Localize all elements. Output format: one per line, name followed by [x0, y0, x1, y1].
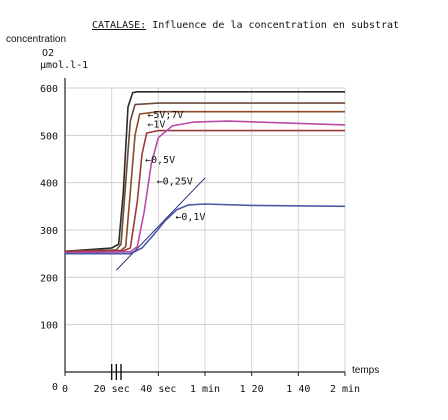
y-tick-label: 100 — [40, 321, 58, 332]
x-tick-label: 1 min — [190, 384, 220, 395]
svg-text:CATALASE: Influence de la conc: CATALASE: Influence de la concentration … — [92, 20, 399, 31]
series-line-3 — [64, 129, 345, 253]
series-line-4 — [64, 120, 346, 254]
x-axis-label: temps — [352, 365, 379, 376]
series-line-5 — [65, 203, 346, 255]
series-annotations: ←5V;7V←1V ←0,5V ←0,25V ←0,1V — [145, 110, 205, 223]
series-label-5: ←0,1V — [175, 212, 205, 223]
axes — [64, 78, 346, 380]
series-line-1 — [64, 102, 345, 253]
series-label-3: ←0,5V — [145, 155, 175, 166]
series-label-4: ←0,25V — [157, 176, 193, 187]
y-tick-label: 0 — [52, 382, 58, 393]
chart-title-rest: Influence de la concentration en substra… — [146, 20, 399, 31]
series-label-0: ←5V;7V — [147, 110, 183, 121]
x-tick-label: 0 — [62, 384, 68, 395]
chart-title: CATALASE: Influence de la concentration … — [92, 20, 399, 31]
y-tick-label: 200 — [40, 273, 58, 284]
x-tick-label: 20 sec — [94, 384, 130, 395]
series-line-0 — [64, 91, 345, 253]
y-tick-label: 300 — [40, 226, 58, 237]
series-line-2 — [64, 110, 345, 253]
series-lines — [64, 91, 346, 271]
series-label-2: ←1V — [147, 120, 165, 131]
y-unit-label-line2: µmol.l-1 — [40, 60, 88, 71]
y-tick-label: 400 — [40, 179, 58, 190]
chart-title-underlined: CATALASE: — [92, 20, 146, 31]
x-tick-label: 40 sec — [140, 384, 176, 395]
x-tick-label: 1 40 — [286, 384, 310, 395]
x-tick-label: 1 20 — [240, 384, 264, 395]
tick-labels: 600 500 400 300 200 100 0 0 20 sec 40 sec 1 min 1 2… — [40, 84, 360, 395]
grid-lines — [65, 87, 346, 372]
y-tick-label: 500 — [40, 131, 58, 142]
y-unit-label-line1: O2 — [42, 48, 54, 59]
tangent-line — [115, 177, 206, 271]
x-tick-label: 2 min — [330, 384, 360, 395]
y-axis-label: concentration — [6, 34, 66, 45]
y-tick-label: 600 — [40, 84, 58, 95]
